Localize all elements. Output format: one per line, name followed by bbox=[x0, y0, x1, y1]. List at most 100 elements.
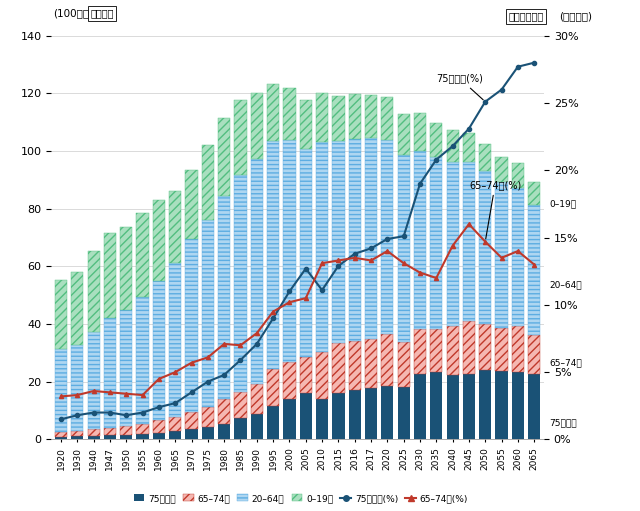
Bar bbox=[218, 424, 230, 439]
Bar bbox=[447, 130, 459, 162]
Bar bbox=[430, 371, 442, 439]
Bar bbox=[332, 343, 344, 393]
Bar bbox=[495, 182, 508, 328]
Bar bbox=[300, 393, 312, 439]
Bar bbox=[284, 399, 296, 439]
Text: 65–74歳(%): 65–74歳(%) bbox=[469, 180, 521, 239]
Bar bbox=[234, 175, 246, 391]
Bar bbox=[332, 141, 344, 343]
Bar bbox=[55, 350, 67, 432]
Bar bbox=[120, 310, 132, 426]
Bar bbox=[430, 329, 442, 371]
Bar bbox=[186, 412, 198, 429]
Bar bbox=[169, 263, 181, 417]
Bar bbox=[153, 421, 165, 433]
Bar bbox=[512, 163, 524, 188]
Bar bbox=[120, 434, 132, 439]
Bar bbox=[365, 138, 377, 339]
Bar bbox=[88, 251, 100, 332]
Bar bbox=[365, 339, 377, 388]
Bar bbox=[479, 171, 492, 324]
Bar bbox=[414, 374, 426, 439]
Bar bbox=[136, 214, 148, 297]
Text: 棒グラフ: 棒グラフ bbox=[90, 9, 114, 18]
Text: 65–74歳: 65–74歳 bbox=[549, 358, 582, 367]
Bar bbox=[463, 374, 475, 439]
Text: 75歳以上(%): 75歳以上(%) bbox=[436, 74, 483, 100]
Bar bbox=[251, 159, 263, 384]
Bar bbox=[512, 326, 524, 371]
Bar bbox=[397, 342, 410, 387]
Bar bbox=[300, 149, 312, 357]
Bar bbox=[169, 191, 181, 263]
Bar bbox=[381, 97, 394, 140]
Bar bbox=[365, 95, 377, 138]
Bar bbox=[284, 88, 296, 140]
Bar bbox=[136, 424, 148, 434]
Bar bbox=[463, 162, 475, 321]
Bar bbox=[332, 96, 344, 141]
Bar bbox=[234, 418, 246, 439]
Bar bbox=[414, 151, 426, 329]
Bar bbox=[349, 95, 361, 138]
Bar bbox=[218, 196, 230, 399]
Legend: 75歳以上, 65–74歳, 20–64歳, 0–19歳, 75歳以上(%), 65–74歳(%): 75歳以上, 65–74歳, 20–64歳, 0–19歳, 75歳以上(%), … bbox=[130, 490, 472, 506]
Bar bbox=[153, 281, 165, 421]
Bar bbox=[414, 113, 426, 151]
Bar bbox=[447, 326, 459, 375]
Bar bbox=[349, 340, 361, 390]
Bar bbox=[316, 142, 328, 353]
Bar bbox=[284, 362, 296, 399]
Bar bbox=[186, 170, 198, 239]
Bar bbox=[430, 157, 442, 329]
Bar bbox=[120, 426, 132, 434]
Bar bbox=[267, 406, 279, 439]
Text: (人口割合): (人口割合) bbox=[559, 12, 592, 21]
Bar bbox=[528, 182, 540, 205]
Bar bbox=[120, 227, 132, 310]
Text: 折れ線グラフ: 折れ線グラフ bbox=[509, 12, 544, 21]
Bar bbox=[136, 434, 148, 439]
Bar bbox=[463, 133, 475, 162]
Bar bbox=[284, 140, 296, 362]
Bar bbox=[300, 100, 312, 149]
Bar bbox=[202, 220, 214, 407]
Bar bbox=[104, 435, 116, 439]
Bar bbox=[349, 390, 361, 439]
Bar bbox=[136, 297, 148, 424]
Bar bbox=[479, 324, 492, 369]
Bar bbox=[169, 417, 181, 431]
Bar bbox=[88, 436, 100, 439]
Bar bbox=[397, 155, 410, 342]
Bar bbox=[169, 431, 181, 439]
Text: 20–64歳: 20–64歳 bbox=[549, 280, 582, 289]
Bar bbox=[316, 399, 328, 439]
Bar bbox=[414, 329, 426, 374]
Bar bbox=[202, 145, 214, 220]
Bar bbox=[479, 369, 492, 439]
Bar bbox=[381, 334, 394, 385]
Bar bbox=[88, 332, 100, 429]
Bar bbox=[234, 391, 246, 418]
Bar bbox=[55, 281, 67, 350]
Bar bbox=[463, 321, 475, 374]
Bar bbox=[349, 138, 361, 340]
Bar bbox=[316, 353, 328, 399]
Bar bbox=[104, 428, 116, 435]
Bar bbox=[365, 388, 377, 439]
Bar bbox=[202, 407, 214, 427]
Bar bbox=[381, 385, 394, 439]
Bar bbox=[251, 384, 263, 413]
Bar bbox=[495, 157, 508, 182]
Bar bbox=[528, 205, 540, 335]
Bar bbox=[186, 429, 198, 439]
Bar bbox=[88, 429, 100, 436]
Bar bbox=[528, 374, 540, 439]
Bar bbox=[316, 93, 328, 142]
Bar bbox=[267, 369, 279, 406]
Bar bbox=[234, 100, 246, 175]
Text: 75歳以上: 75歳以上 bbox=[549, 419, 577, 428]
Bar bbox=[447, 162, 459, 326]
Bar bbox=[153, 433, 165, 439]
Bar bbox=[218, 399, 230, 424]
